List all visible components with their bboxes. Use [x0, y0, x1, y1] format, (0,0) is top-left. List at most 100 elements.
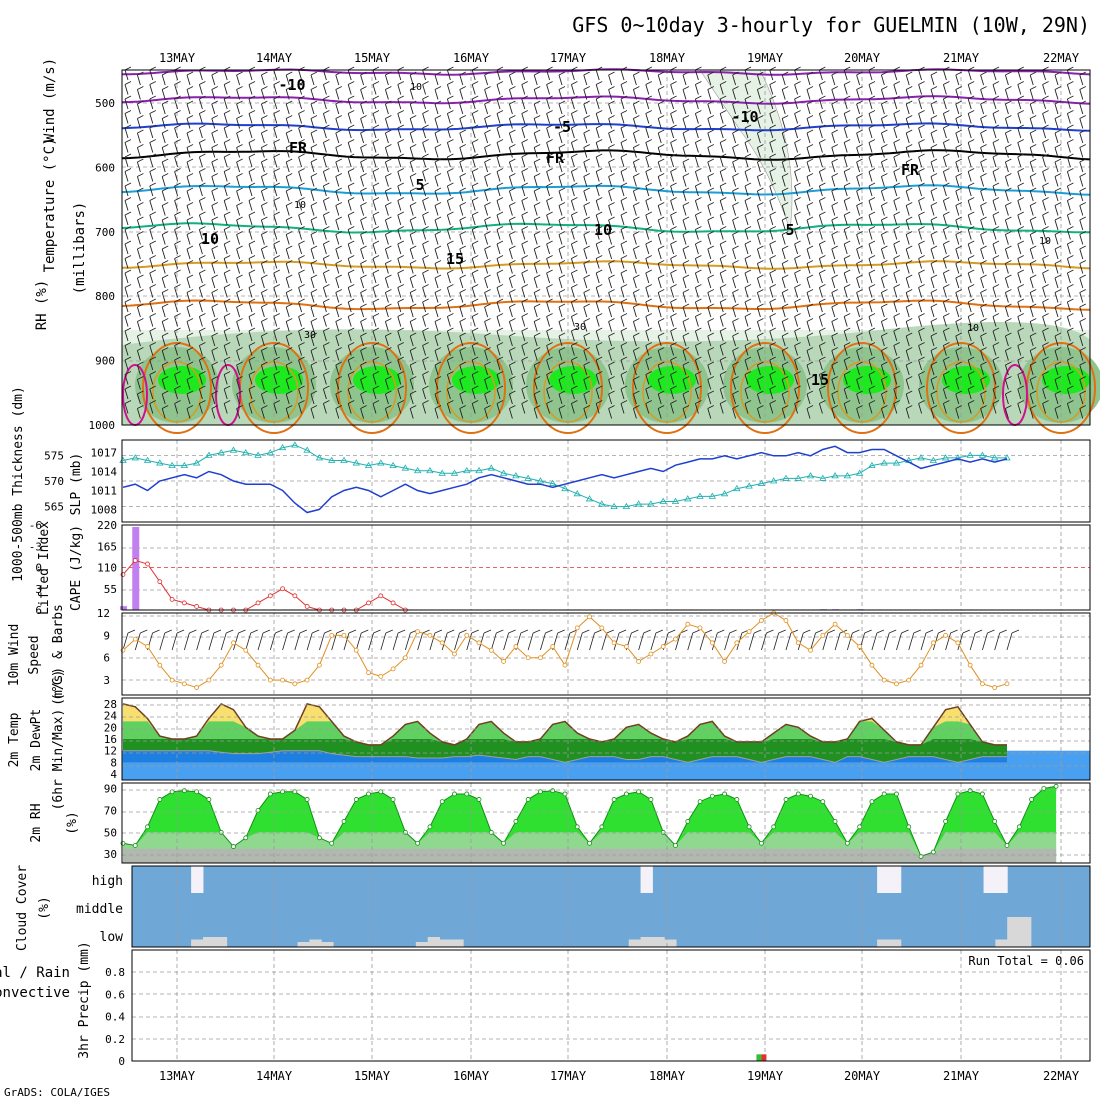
thickness-line-marker — [610, 502, 618, 510]
wind-barb — [397, 403, 402, 414]
wind-barb-flag — [335, 216, 343, 221]
wind-barb — [1079, 393, 1084, 405]
wind-barb-flag — [409, 361, 417, 366]
surface-wind-barb-flag — [471, 629, 479, 634]
wind-barb — [620, 98, 625, 110]
wind-barb-flag — [521, 124, 529, 129]
wind-barb-flag — [273, 124, 281, 129]
wind-barb — [980, 147, 985, 158]
wind-barb-flag — [1017, 81, 1025, 85]
wind-barb — [1029, 118, 1034, 129]
wind-barb-flag — [310, 376, 318, 380]
wind-barb — [533, 147, 538, 158]
wind-barb — [682, 74, 687, 86]
wind-speed-line-marker — [709, 640, 715, 646]
wind-barb-flag — [211, 173, 219, 177]
wind-barb — [682, 379, 687, 390]
wind-barb-flag — [583, 347, 591, 351]
surface-wind-barb-flag — [815, 629, 823, 634]
wind-barb — [471, 171, 476, 182]
wind-barb-flag — [161, 390, 169, 395]
wind-barb-flag — [744, 110, 752, 114]
wind-barb-flag — [521, 327, 529, 332]
wind-barb-flag — [174, 197, 181, 201]
wind-barb — [1004, 277, 1009, 289]
wind-barb-flag — [670, 255, 677, 259]
wind-barb-flag — [781, 274, 789, 279]
wind-barb — [422, 200, 427, 211]
wind-barb-flag — [595, 385, 603, 390]
wind-barb-flag — [781, 216, 789, 221]
wind-barb — [1054, 147, 1059, 158]
wind-barb-flag — [868, 400, 876, 404]
wind-barb-flag — [385, 187, 392, 192]
wind-barb — [360, 292, 365, 303]
rh2m-line-marker — [623, 791, 629, 797]
wind-barb-flag — [1005, 347, 1012, 351]
wind-barb-flag — [843, 139, 851, 143]
wind-barb — [459, 292, 464, 303]
wind-barb-flag — [657, 245, 665, 250]
wind-barb-flag — [1054, 86, 1062, 90]
wind-barb-flag — [285, 100, 293, 105]
wind-barb-flag — [223, 313, 231, 317]
wind-barb — [719, 69, 724, 81]
wind-barb-flag — [223, 269, 231, 274]
low-cloud-bar — [202, 937, 216, 947]
wind-barb — [223, 330, 228, 342]
wind-barb-flag — [856, 245, 863, 250]
wind-barb-flag — [273, 226, 281, 230]
wind-barb-flag — [633, 361, 640, 366]
wind-barb — [273, 156, 278, 168]
wind-barb-flag — [1042, 95, 1049, 100]
wind-barb-flag — [707, 129, 715, 134]
wind-barb-flag — [608, 100, 615, 105]
wind-barb-flag — [161, 376, 169, 380]
wind-barb — [285, 335, 290, 347]
wind-barb-flag — [881, 86, 888, 90]
wind-barb-flag — [608, 115, 615, 119]
wind-barb-flag — [236, 86, 243, 90]
wind-barb — [1004, 364, 1009, 376]
precip-frame — [131, 949, 1091, 1062]
rh-marks — [120, 783, 1059, 863]
wind-barb-flag — [248, 298, 256, 303]
wind-barb-flag — [633, 260, 640, 264]
wind-barb — [174, 272, 179, 284]
wind-barb-flag — [657, 100, 665, 105]
wind-barb-flag — [893, 81, 901, 85]
rh2m-axis-label: 2m RH — [29, 803, 44, 842]
wind-barb-flag — [1054, 332, 1062, 337]
wind-barb-flag — [794, 226, 801, 230]
wind-barb — [335, 132, 340, 144]
wind-barb — [186, 306, 191, 318]
wind-barb — [422, 69, 427, 81]
wind-barb — [161, 393, 166, 405]
wind-barb-flag — [583, 216, 591, 221]
wind-barb — [372, 345, 377, 356]
wind-barb — [236, 147, 241, 158]
wind-barb — [595, 98, 600, 110]
wind-barb — [533, 263, 538, 274]
wind-barb-flag — [955, 347, 963, 351]
wind-barb-flag — [521, 269, 529, 274]
wind-barb-flag — [236, 289, 243, 293]
temp-line — [122, 702, 1007, 746]
wind-barb-flag — [211, 318, 219, 322]
wind-barb-flag — [360, 376, 367, 380]
wind-barb — [1054, 205, 1059, 216]
wind-barb — [694, 84, 699, 95]
wind-barb — [1079, 161, 1084, 173]
wind-barb — [694, 98, 699, 110]
rh2m-line-marker — [660, 829, 666, 835]
wind-barb-flag — [199, 168, 206, 172]
wind-barb-flag — [223, 400, 231, 404]
surface-wind-barb — [392, 632, 399, 651]
wind-barb — [298, 272, 303, 284]
wind-barb-flag — [781, 115, 789, 119]
wind-barb — [434, 306, 439, 318]
wind-barb — [620, 214, 625, 226]
wind-barb — [248, 69, 253, 81]
surface-wind-barb-flag — [324, 629, 332, 634]
wind-barb-flag — [707, 274, 715, 279]
